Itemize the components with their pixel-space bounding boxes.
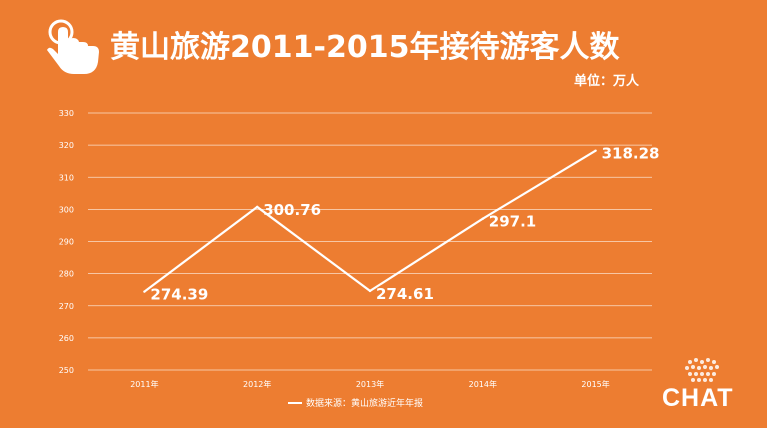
x-tick-label: 2015年 [581, 379, 609, 389]
data-point [143, 290, 146, 293]
data-point [368, 289, 372, 293]
source-note: 数据来源：黄山旅游近年年报 [306, 399, 424, 409]
source-legend: 数据来源：黄山旅游近年年报 [288, 396, 423, 409]
data-label: 297.1 [489, 213, 536, 231]
data-labels: 274.39 300.76 274.61 297.1 318.28 [150, 145, 659, 304]
data-label: 274.39 [150, 286, 208, 304]
y-tick-label: 330 [59, 109, 74, 118]
logo-text: CHAT [662, 384, 734, 412]
unit-label: 单位：万人 [573, 74, 639, 89]
data-label: 274.61 [376, 285, 434, 303]
data-point [481, 217, 484, 220]
y-tick-label: 320 [59, 141, 74, 150]
page-title: 黄山旅游2011-2015年接待游客人数 [110, 30, 620, 65]
data-point [256, 205, 259, 209]
y-tick-label: 280 [59, 270, 74, 279]
y-tick-label: 250 [59, 366, 74, 375]
y-tick-label: 260 [59, 334, 74, 343]
series-line-group [143, 149, 597, 293]
data-point [594, 149, 597, 152]
y-tick-label: 290 [59, 238, 74, 247]
x-tick-label: 2014年 [469, 379, 497, 389]
grid-lines [88, 112, 652, 371]
x-tick-label: 2013年 [356, 379, 384, 389]
x-tick-label: 2011年 [130, 379, 158, 389]
chat-logo-icon [685, 358, 719, 382]
y-axis-ticks: 250 260 270 280 290 300 310 320 330 [59, 109, 74, 375]
data-label: 300.76 [263, 201, 321, 219]
x-tick-label: 2012年 [243, 379, 271, 389]
y-tick-label: 310 [59, 173, 74, 182]
x-axis-ticks: 2011年 2012年 2013年 2014年 2015年 [130, 379, 610, 389]
legend-line-swatch [288, 401, 302, 404]
y-tick-label: 270 [59, 302, 74, 311]
y-tick-label: 300 [59, 205, 74, 214]
data-label: 318.28 [602, 145, 660, 163]
hand-pointer-icon [47, 19, 99, 74]
